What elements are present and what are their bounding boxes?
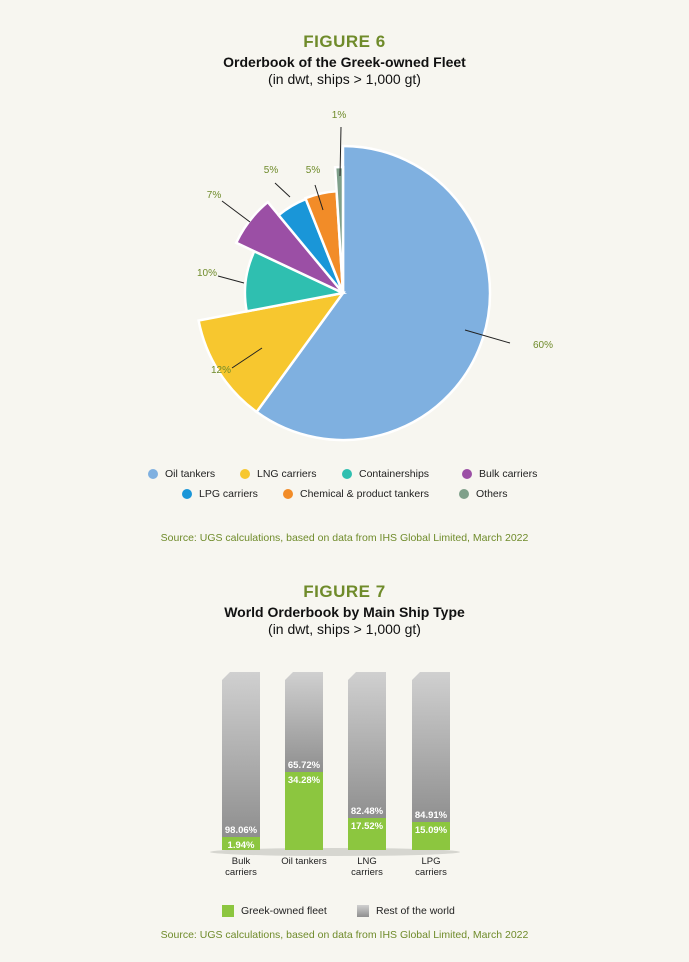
legend-item-others: Others	[459, 488, 508, 500]
pie-slice-others	[333, 165, 345, 294]
pie-data-label: 12%	[211, 365, 231, 376]
bar-rest-of-world	[412, 672, 450, 822]
bar-data-label: 34.28%	[288, 775, 321, 786]
pie-leader-line	[221, 200, 251, 223]
x-tick-label: carriers	[415, 867, 447, 878]
pie-leader-line	[314, 184, 324, 211]
pie-data-label: 7%	[207, 190, 222, 201]
x-tick-label: LNG	[357, 856, 377, 867]
pie-leader-line	[274, 182, 291, 198]
legend-label: Greek-owned fleet	[241, 905, 327, 917]
pie-leader-line	[339, 126, 342, 177]
pie-data-label: 60%	[533, 340, 553, 351]
bar-data-label: 1.94%	[228, 840, 255, 851]
legend-item-rest-of-the-world: Rest of the world	[357, 905, 455, 917]
figure7-source: Source: UGS calculations, based on data …	[160, 929, 529, 941]
legend-item-lng-carriers: LNG carriers	[240, 468, 317, 480]
legend-label: Chemical & product tankers	[300, 488, 429, 500]
x-tick-label: carriers	[351, 867, 383, 878]
figure7-title: World Orderbook by Main Ship Type	[224, 604, 465, 620]
bar-data-label: 17.52%	[351, 821, 384, 832]
bar-greek-owned	[222, 837, 260, 850]
legend-item-lpg-carriers: LPG carriers	[182, 488, 258, 500]
bar-rest-of-world	[348, 672, 386, 818]
bar-data-label: 15.09%	[415, 825, 448, 836]
bar-greek-owned	[412, 822, 450, 850]
bar-rest-of-world	[222, 672, 260, 837]
legend-swatch	[148, 469, 158, 479]
legend-swatch	[222, 905, 234, 917]
pie-data-label: 10%	[197, 268, 217, 279]
legend-swatch	[240, 469, 250, 479]
legend-swatch	[283, 489, 293, 499]
legend-swatch	[342, 469, 352, 479]
bar-data-label: 98.06%	[225, 825, 258, 836]
pie-leader-line	[217, 275, 245, 284]
pie-slice-oil-tankers	[254, 144, 492, 442]
legend-item-oil-tankers: Oil tankers	[148, 468, 215, 480]
legend-label: Rest of the world	[376, 905, 455, 917]
legend-item-greek-owned-fleet: Greek-owned fleet	[222, 905, 327, 917]
pie-leader-line	[231, 347, 263, 369]
x-tick-label: Bulk	[232, 856, 251, 867]
legend-item-chemical-product-tankers: Chemical & product tankers	[283, 488, 429, 500]
legend-swatch	[459, 489, 469, 499]
pie-chart: 60% 12% 10% 7% 5% 5% 1%	[197, 110, 553, 442]
legend-swatch	[357, 905, 369, 917]
legend-item-bulk-carriers: Bulk carriers	[462, 468, 537, 480]
x-tick-label: carriers	[225, 867, 257, 878]
figure6-label: FIGURE 6	[303, 32, 386, 51]
figure6-title: Orderbook of the Greek-owned Fleet	[223, 54, 466, 70]
bar-data-label: 82.48%	[351, 806, 384, 817]
legend-swatch	[462, 469, 472, 479]
figure7-label: FIGURE 7	[303, 582, 386, 601]
legend-label: LNG carriers	[257, 468, 317, 480]
pie-slice-lng-carriers	[197, 291, 346, 414]
legend-label: Others	[476, 488, 508, 500]
legend-item-containerships: Containerships	[342, 468, 429, 480]
figure6-subtitle: (in dwt, ships > 1,000 gt)	[268, 71, 421, 87]
pie-leader-line	[464, 329, 511, 344]
bar-base-shadow	[210, 848, 460, 856]
figure7-subtitle: (in dwt, ships > 1,000 gt)	[268, 621, 421, 637]
figure6-source: Source: UGS calculations, based on data …	[160, 532, 529, 544]
bar-data-label: 84.91%	[415, 810, 448, 821]
legend-label: Containerships	[359, 468, 430, 480]
bar-greek-owned	[348, 818, 386, 850]
legend-swatch	[182, 489, 192, 499]
bar-data-label: 65.72%	[288, 760, 321, 771]
x-tick-label: Oil tankers	[281, 856, 327, 867]
bar-rest-of-world	[285, 672, 323, 772]
pie-data-label: 5%	[306, 165, 321, 176]
x-tick-label: LPG	[421, 856, 440, 867]
pie-slice-bulk-carriers	[234, 200, 344, 295]
pie-data-label: 5%	[264, 165, 279, 176]
legend-label: LPG carriers	[199, 488, 258, 500]
legend-label: Oil tankers	[165, 468, 216, 480]
bar-greek-owned	[285, 772, 323, 850]
pie-data-label: 1%	[332, 110, 347, 121]
legend-label: Bulk carriers	[479, 468, 538, 480]
